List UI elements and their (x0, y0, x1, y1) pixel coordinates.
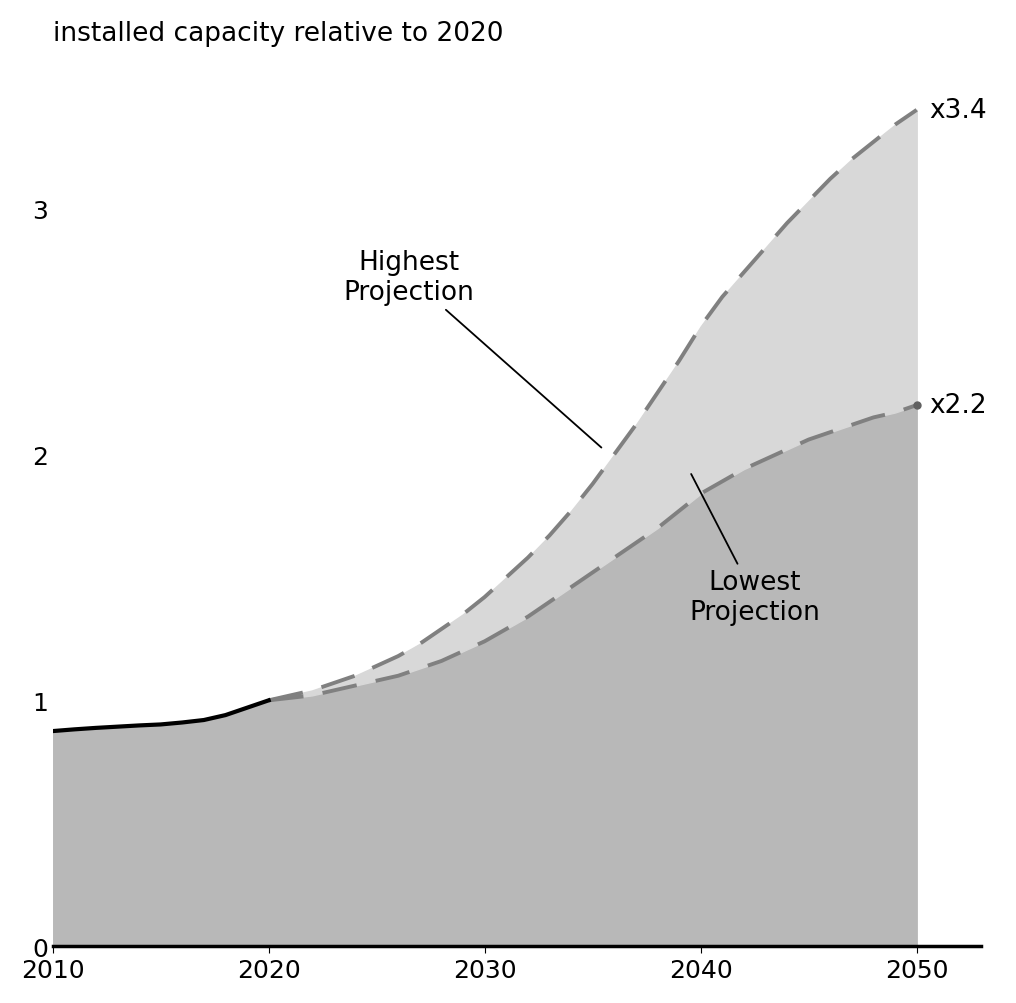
Text: x2.2: x2.2 (930, 393, 988, 418)
Text: Lowest
Projection: Lowest Projection (689, 474, 820, 626)
Text: x3.4: x3.4 (930, 97, 988, 123)
Text: installed capacity relative to 2020: installed capacity relative to 2020 (53, 21, 503, 47)
Text: Highest
Projection: Highest Projection (343, 250, 601, 448)
